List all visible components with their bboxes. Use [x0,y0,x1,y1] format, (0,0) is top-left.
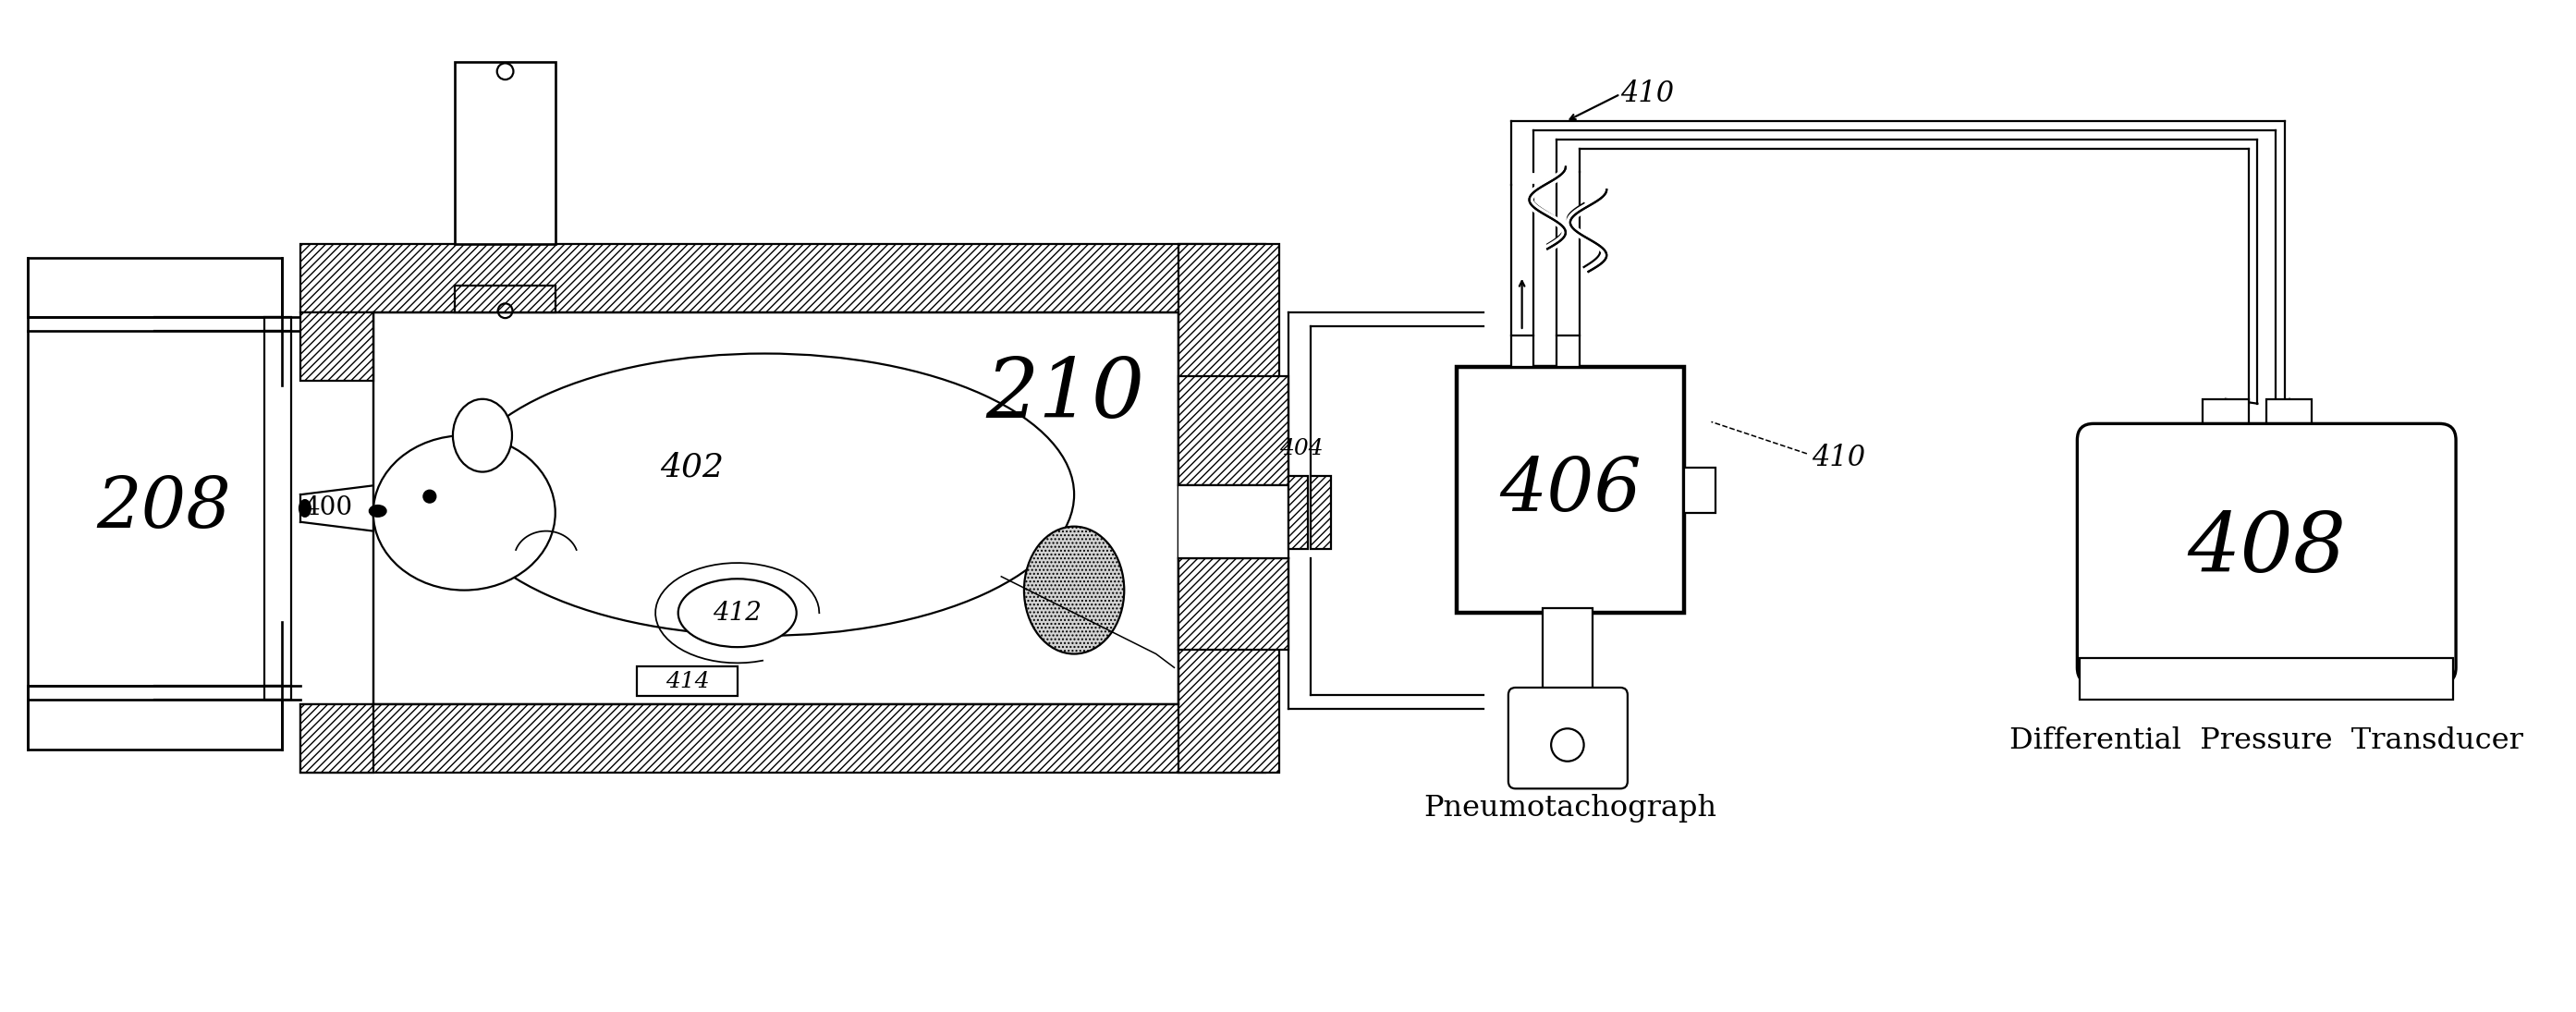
Ellipse shape [1025,526,1123,654]
Text: 408: 408 [2187,509,2347,589]
Bar [1180,376,1288,486]
Bar [301,244,1265,313]
Bar [2267,399,2313,449]
Bar [456,63,556,244]
Ellipse shape [453,399,513,472]
Text: 400: 400 [304,496,353,521]
Text: Differential  Pressure  Transducer: Differential Pressure Transducer [2009,726,2524,755]
Bar [301,313,374,381]
Bar [263,317,291,699]
Bar [1556,335,1579,367]
Text: 208: 208 [95,474,232,542]
Bar [301,704,374,772]
Bar [1180,244,1278,772]
Bar [2079,659,2452,699]
Bar [1180,486,1288,559]
Bar [374,313,1180,704]
Bar [28,258,283,317]
Ellipse shape [677,579,796,647]
Bar [2202,399,2249,449]
Bar [636,667,737,696]
Ellipse shape [299,500,309,516]
Text: 402: 402 [659,451,724,483]
Circle shape [422,490,435,503]
Ellipse shape [368,506,386,516]
Bar [301,704,1265,772]
Text: Pneumotachograph: Pneumotachograph [1425,794,1716,823]
Text: 410: 410 [1620,80,1674,108]
Text: 414: 414 [665,671,708,692]
FancyBboxPatch shape [2076,424,2455,684]
Bar [1288,477,1309,550]
Text: 404: 404 [1278,438,1324,459]
Bar [456,285,556,313]
Bar [28,686,283,750]
Ellipse shape [374,435,556,590]
Bar [1543,608,1592,699]
Bar [1685,468,1716,513]
FancyBboxPatch shape [1510,687,1628,788]
Bar [1455,367,1685,613]
Ellipse shape [456,353,1074,636]
Text: 406: 406 [1499,454,1641,526]
Text: 210: 210 [987,354,1144,434]
Text: 410: 410 [1811,444,1865,473]
Text: 412: 412 [714,600,762,625]
Bar [1512,335,1533,367]
Bar [1311,477,1332,550]
Bar [1180,559,1288,650]
